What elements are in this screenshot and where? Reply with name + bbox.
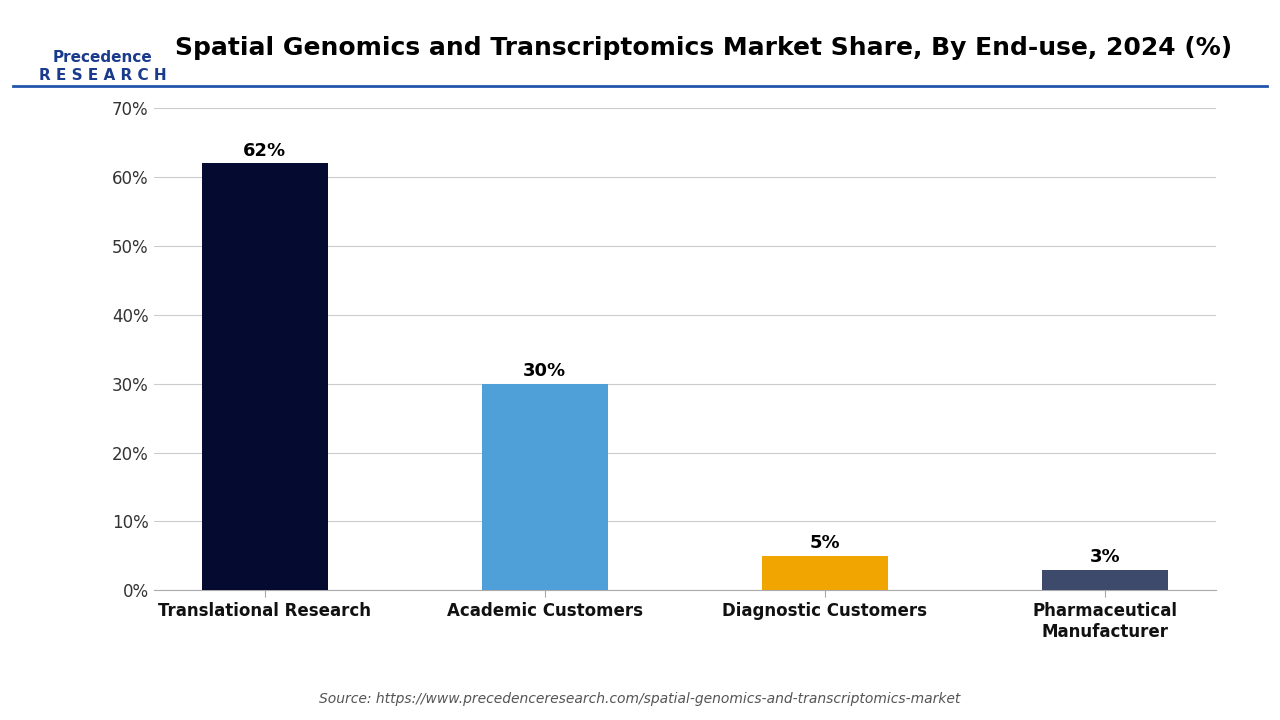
Bar	[202, 163, 328, 590]
Text: Source: https://www.precedenceresearch.com/spatial-genomics-and-transcriptomics-: Source: https://www.precedenceresearch.c…	[319, 692, 961, 706]
Text: 30%: 30%	[524, 362, 566, 380]
Bar	[762, 556, 888, 590]
Bar	[1042, 570, 1167, 590]
Text: 5%: 5%	[809, 534, 840, 552]
Text: 62%: 62%	[243, 142, 287, 160]
Text: Spatial Genomics and Transcriptomics Market Share, By End-use, 2024 (%): Spatial Genomics and Transcriptomics Mar…	[175, 36, 1233, 60]
Text: 3%: 3%	[1089, 549, 1120, 566]
Text: Precedence
R E S E A R C H: Precedence R E S E A R C H	[38, 50, 166, 83]
Bar	[481, 384, 608, 590]
